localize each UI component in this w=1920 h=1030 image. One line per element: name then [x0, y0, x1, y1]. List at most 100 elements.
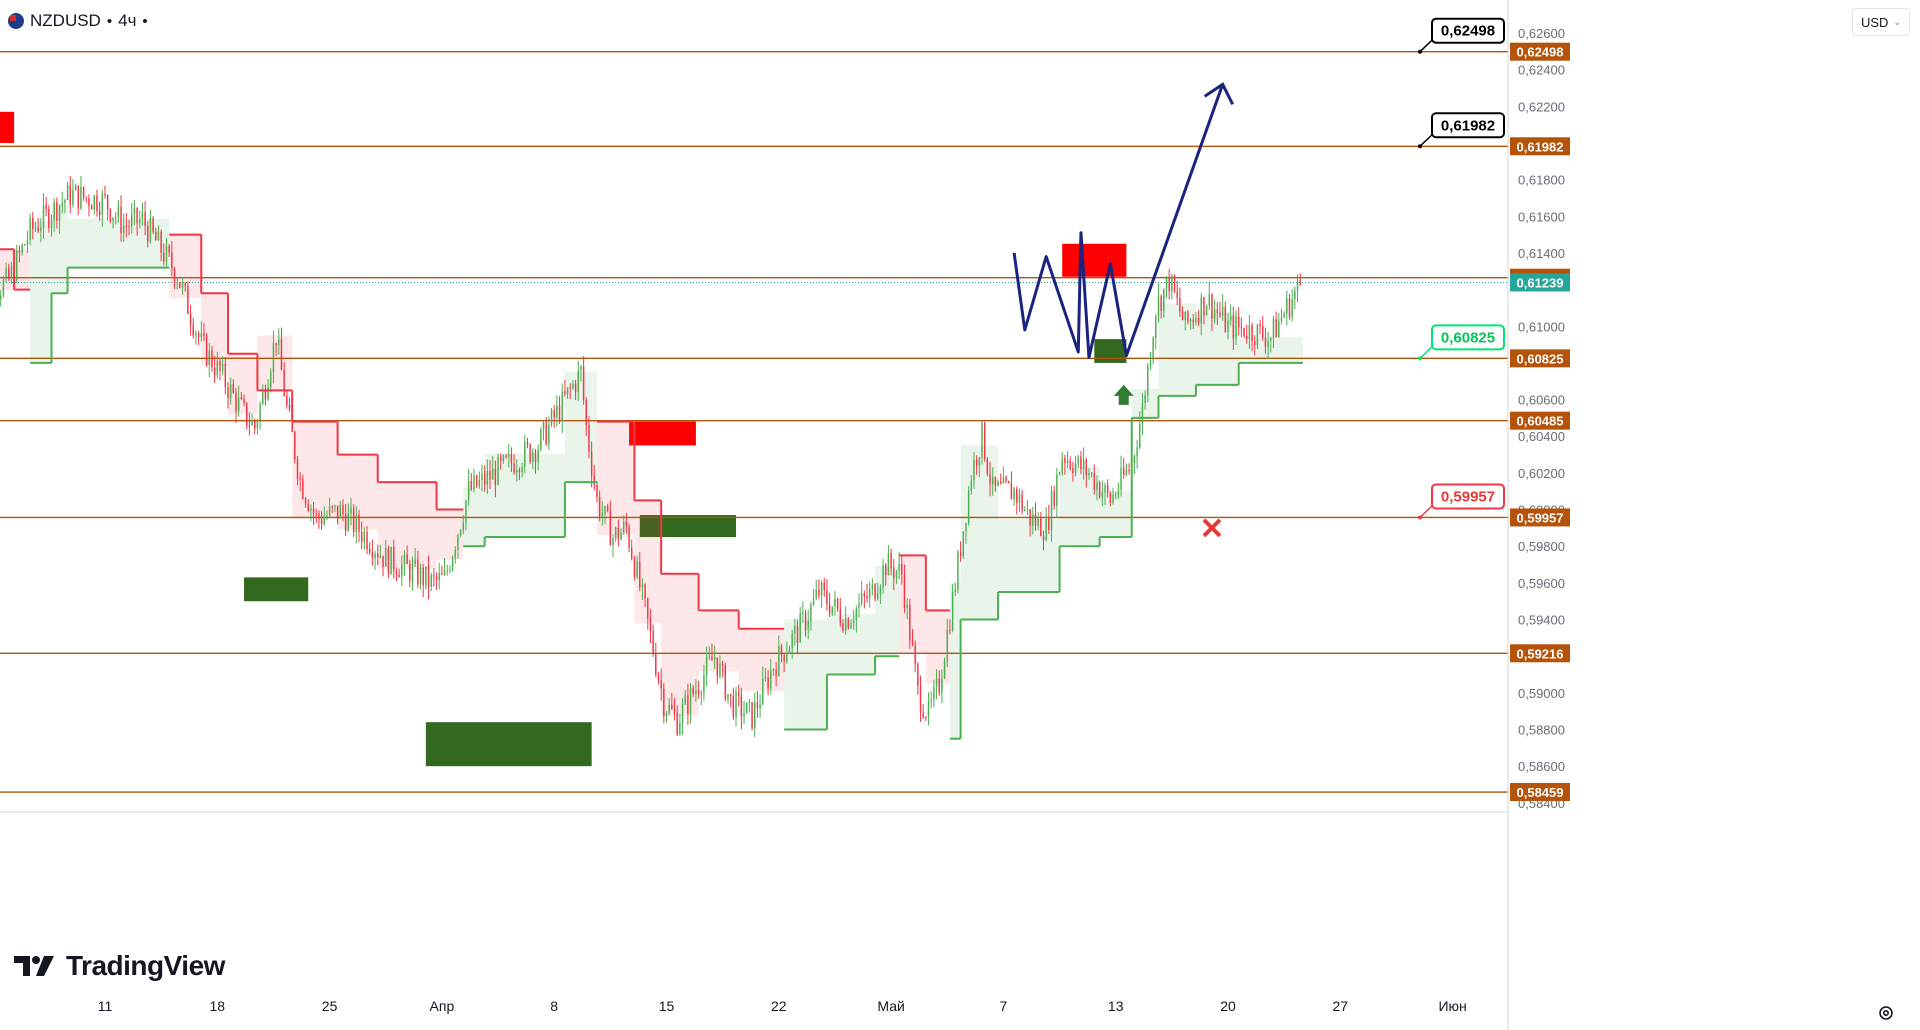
- candle-body: [978, 457, 981, 466]
- candle-body: [671, 704, 673, 709]
- candle-body: [50, 219, 53, 228]
- candle-body: [890, 553, 892, 569]
- y-tick-label: 0,59800: [1518, 539, 1565, 554]
- candle-body: [149, 218, 152, 242]
- candle-body: [1267, 340, 1269, 347]
- candle-body: [903, 574, 906, 608]
- currency-selector[interactable]: USD ⌄: [1852, 8, 1910, 36]
- supertrend-fill: [201, 293, 228, 366]
- callout-label: 0,60825: [1441, 329, 1495, 346]
- symbol-name[interactable]: NZDUSD: [30, 11, 101, 30]
- candle-body: [184, 283, 186, 287]
- candle-body: [703, 675, 705, 694]
- candle-body: [748, 702, 751, 704]
- candle-body: [901, 564, 903, 575]
- candle-body: [189, 314, 192, 325]
- y-tick-label: 0,62400: [1518, 63, 1565, 78]
- candle-body: [545, 422, 547, 445]
- level-price-label: 0,59216: [1517, 646, 1564, 661]
- candle-body: [32, 217, 34, 229]
- candle-body: [941, 678, 943, 693]
- candle-body: [553, 410, 555, 418]
- candle-body: [478, 479, 481, 487]
- candle-body: [1288, 298, 1291, 318]
- candle-body: [711, 656, 713, 661]
- candle-body: [991, 476, 994, 484]
- candle-body: [863, 593, 866, 596]
- candle-body: [1227, 320, 1229, 332]
- candle-body: [355, 514, 358, 533]
- candle-body: [657, 674, 660, 681]
- supertrend-fill: [257, 335, 293, 391]
- candle-body: [1085, 459, 1088, 476]
- candle-body: [1005, 477, 1007, 482]
- candle-body: [286, 395, 288, 405]
- chart-settings-button[interactable]: [1873, 1000, 1899, 1026]
- level-price-label: 0,59957: [1517, 510, 1564, 525]
- candle-body: [90, 206, 93, 210]
- candle-body: [649, 618, 652, 632]
- candle-body: [826, 589, 828, 605]
- y-tick-label: 0,60400: [1518, 429, 1565, 444]
- callout-box: [1431, 112, 1505, 139]
- candle-body: [160, 231, 162, 253]
- candle-body: [393, 546, 395, 571]
- candle-body: [606, 506, 609, 511]
- candle-body: [262, 390, 264, 404]
- x-tick-label: 13: [1108, 998, 1124, 1014]
- candle-body: [406, 554, 408, 564]
- candle-body: [18, 250, 21, 253]
- supertrend-fill: [698, 610, 739, 672]
- candle-body: [310, 508, 312, 511]
- tradingview-logo[interactable]: TradingView: [14, 950, 225, 982]
- y-tick-label: 0,61000: [1518, 319, 1565, 334]
- candle-body: [483, 473, 486, 485]
- candle-body: [85, 197, 88, 199]
- candle-body: [315, 513, 317, 515]
- candle-body: [887, 553, 890, 576]
- candle-body: [197, 333, 200, 338]
- candle-body: [1101, 492, 1104, 498]
- candle-body: [1278, 321, 1280, 338]
- candle-body: [245, 402, 248, 425]
- symbol-header[interactable]: NZDUSD • 4ч •: [8, 8, 148, 34]
- candle-body: [1008, 481, 1010, 484]
- candle-body: [1125, 470, 1128, 475]
- supertrend-fill: [596, 421, 635, 536]
- candle-body: [930, 699, 932, 701]
- candle-body: [566, 387, 569, 395]
- candle-body: [596, 484, 598, 497]
- candle-body: [1090, 472, 1093, 474]
- candle-body: [989, 474, 991, 484]
- candle-body: [398, 575, 400, 578]
- supertrend-fill: [1158, 303, 1196, 396]
- candle-body: [422, 567, 424, 586]
- x-tick-label: 15: [659, 998, 675, 1014]
- candle-body: [580, 366, 582, 371]
- candle-body: [810, 604, 812, 622]
- candle-body: [871, 584, 874, 589]
- candle-body: [534, 451, 537, 462]
- candle-body: [98, 211, 101, 215]
- candle-body: [435, 576, 438, 580]
- candle-body: [1216, 309, 1219, 313]
- x-tick-label: Май: [877, 998, 904, 1014]
- forecast-layer: [1012, 82, 1234, 538]
- candle-body: [727, 694, 729, 700]
- candle-body: [681, 704, 684, 723]
- supertrend-fill: [51, 204, 68, 294]
- y-tick-label: 0,59600: [1518, 576, 1565, 591]
- candle-body: [885, 565, 887, 576]
- timeframe[interactable]: 4ч: [118, 11, 137, 30]
- candle-body: [318, 513, 320, 519]
- candle-body: [756, 702, 759, 709]
- candle-body: [692, 687, 694, 695]
- candle-body: [1237, 316, 1240, 328]
- candle-body: [109, 209, 112, 221]
- candle-body: [462, 522, 465, 531]
- candle-body: [1064, 458, 1066, 464]
- candle-body: [77, 185, 79, 209]
- candle-body: [283, 370, 285, 396]
